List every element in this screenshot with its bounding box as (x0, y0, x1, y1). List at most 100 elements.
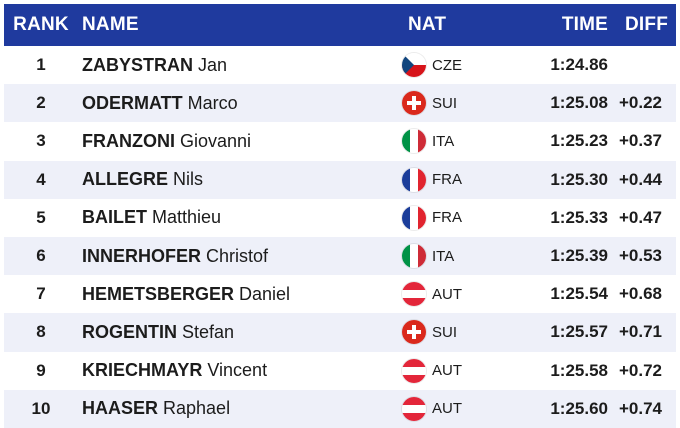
given-name: Jan (198, 54, 228, 75)
table-row: 10 HAASER Raphael AUT 1:25.60 +0.74 (4, 389, 676, 428)
diff-cell: +0.72 (618, 360, 662, 380)
table-row: 7 HEMETSBERGER Daniel AUT 1:25.54 +0.68 (4, 275, 676, 314)
header-rank: RANK (13, 14, 69, 35)
table-row: 4 ALLEGRE Nils FRA 1:25.30 +0.44 (4, 160, 676, 199)
surname: HAASER (82, 398, 159, 419)
given-name: Marco (187, 92, 238, 113)
aut-flag-icon (402, 396, 426, 421)
surname: HEMETSBERGER (82, 283, 235, 304)
nat-code: CZE (432, 56, 462, 74)
table-row: 9 KRIECHMAYR Vincent AUT 1:25.58 +0.72 (4, 351, 676, 390)
nat-code: AUT (432, 285, 462, 303)
results-list: 1 ZABYSTRAN Jan CZE 1:24.86 2 ODERMATT Marco SUI… (4, 46, 676, 428)
time-cell: 1:24.86 (550, 55, 608, 75)
nat-cell: FRA (402, 167, 522, 192)
table-row: 3 FRANZONI Giovanni ITA 1:25.23 +0.37 (4, 122, 676, 161)
rank-cell: 6 (36, 246, 46, 266)
fra-flag-icon (402, 167, 426, 192)
time-cell: 1:25.30 (550, 169, 608, 189)
diff-cell: +0.68 (618, 284, 662, 304)
surname: ALLEGRE (82, 169, 169, 190)
name-cell: ROGENTIN Stefan (78, 322, 402, 343)
time-cell: 1:25.23 (550, 131, 608, 151)
table-row: 6 INNERHOFER Christof ITA 1:25.39 +0.53 (4, 236, 676, 276)
diff-cell: +0.22 (618, 93, 662, 113)
nat-cell: AUT (402, 358, 522, 383)
rank-cell: 9 (36, 360, 46, 380)
sui-flag-icon (402, 91, 426, 116)
surname: ODERMATT (82, 92, 183, 113)
nat-cell: SUI (402, 91, 522, 116)
rank-cell: 3 (36, 131, 46, 151)
given-name: Christof (206, 245, 269, 266)
name-cell: ALLEGRE Nils (78, 169, 402, 190)
nat-code: SUI (432, 94, 458, 112)
surname: ZABYSTRAN (82, 54, 193, 75)
surname: ROGENTIN (82, 321, 178, 342)
given-name: Nils (173, 169, 204, 190)
surname: INNERHOFER (82, 245, 202, 266)
sui-flag-icon (402, 320, 426, 345)
given-name: Matthieu (152, 207, 222, 228)
diff-cell: +0.71 (618, 322, 662, 342)
name-cell: ODERMATT Marco (78, 93, 402, 114)
name-cell: HEMETSBERGER Daniel (78, 284, 402, 305)
table-row: 2 ODERMATT Marco SUI 1:25.08 +0.22 (4, 84, 676, 123)
nat-code: AUT (432, 362, 462, 380)
name-cell: BAILET Matthieu (78, 207, 402, 228)
table-row: 1 ZABYSTRAN Jan CZE 1:24.86 (4, 46, 676, 85)
time-cell: 1:25.57 (550, 322, 608, 342)
nat-cell: AUT (402, 282, 522, 307)
nat-code: FRA (432, 209, 462, 227)
name-cell: KRIECHMAYR Vincent (78, 360, 402, 381)
header-diff: DIFF (624, 14, 668, 35)
diff-cell: +0.53 (618, 246, 662, 266)
table-row: 5 BAILET Matthieu FRA 1:25.33 +0.47 (4, 198, 676, 237)
ita-flag-icon (402, 129, 426, 154)
nat-code: AUT (432, 400, 462, 418)
nat-cell: AUT (402, 396, 522, 421)
header-nat: NAT (408, 14, 447, 35)
nat-cell: FRA (402, 205, 522, 230)
given-name: Giovanni (180, 130, 252, 151)
table-header: RANK NAME NAT TIME DIFF (4, 4, 676, 46)
rank-cell: 10 (31, 398, 51, 418)
given-name: Daniel (239, 283, 291, 304)
name-cell: INNERHOFER Christof (78, 246, 402, 267)
name-cell: FRANZONI Giovanni (78, 131, 402, 152)
nat-cell: SUI (402, 320, 522, 345)
time-cell: 1:25.54 (550, 284, 608, 304)
rank-cell: 8 (36, 322, 46, 342)
header-time: TIME (561, 14, 608, 35)
time-cell: 1:25.39 (550, 246, 608, 266)
time-cell: 1:25.58 (550, 360, 608, 380)
rank-cell: 1 (36, 55, 46, 75)
nat-code: ITA (432, 247, 455, 265)
fra-flag-icon (402, 205, 426, 230)
name-cell: ZABYSTRAN Jan (78, 55, 402, 76)
given-name: Stefan (182, 321, 235, 342)
rank-cell: 7 (36, 284, 46, 304)
nat-code: ITA (432, 132, 455, 150)
diff-cell: +0.74 (618, 398, 662, 418)
nat-cell: ITA (402, 244, 522, 269)
nat-cell: ITA (402, 129, 522, 154)
ita-flag-icon (402, 244, 426, 269)
nat-code: SUI (432, 323, 458, 341)
aut-flag-icon (402, 282, 426, 307)
rank-cell: 5 (36, 207, 46, 227)
diff-cell: +0.37 (618, 131, 662, 151)
surname: KRIECHMAYR (82, 360, 203, 381)
rank-cell: 2 (36, 93, 46, 113)
time-cell: 1:25.60 (550, 398, 608, 418)
given-name: Vincent (207, 360, 268, 381)
diff-cell: +0.47 (618, 207, 662, 227)
surname: FRANZONI (82, 130, 175, 151)
given-name: Raphael (163, 398, 231, 419)
diff-cell: +0.44 (618, 169, 662, 189)
table-row: 8 ROGENTIN Stefan SUI 1:25.57 +0.71 (4, 313, 676, 352)
cze-flag-icon (402, 53, 426, 78)
nat-cell: CZE (402, 53, 522, 78)
time-cell: 1:25.33 (550, 207, 608, 227)
aut-flag-icon (402, 358, 426, 383)
